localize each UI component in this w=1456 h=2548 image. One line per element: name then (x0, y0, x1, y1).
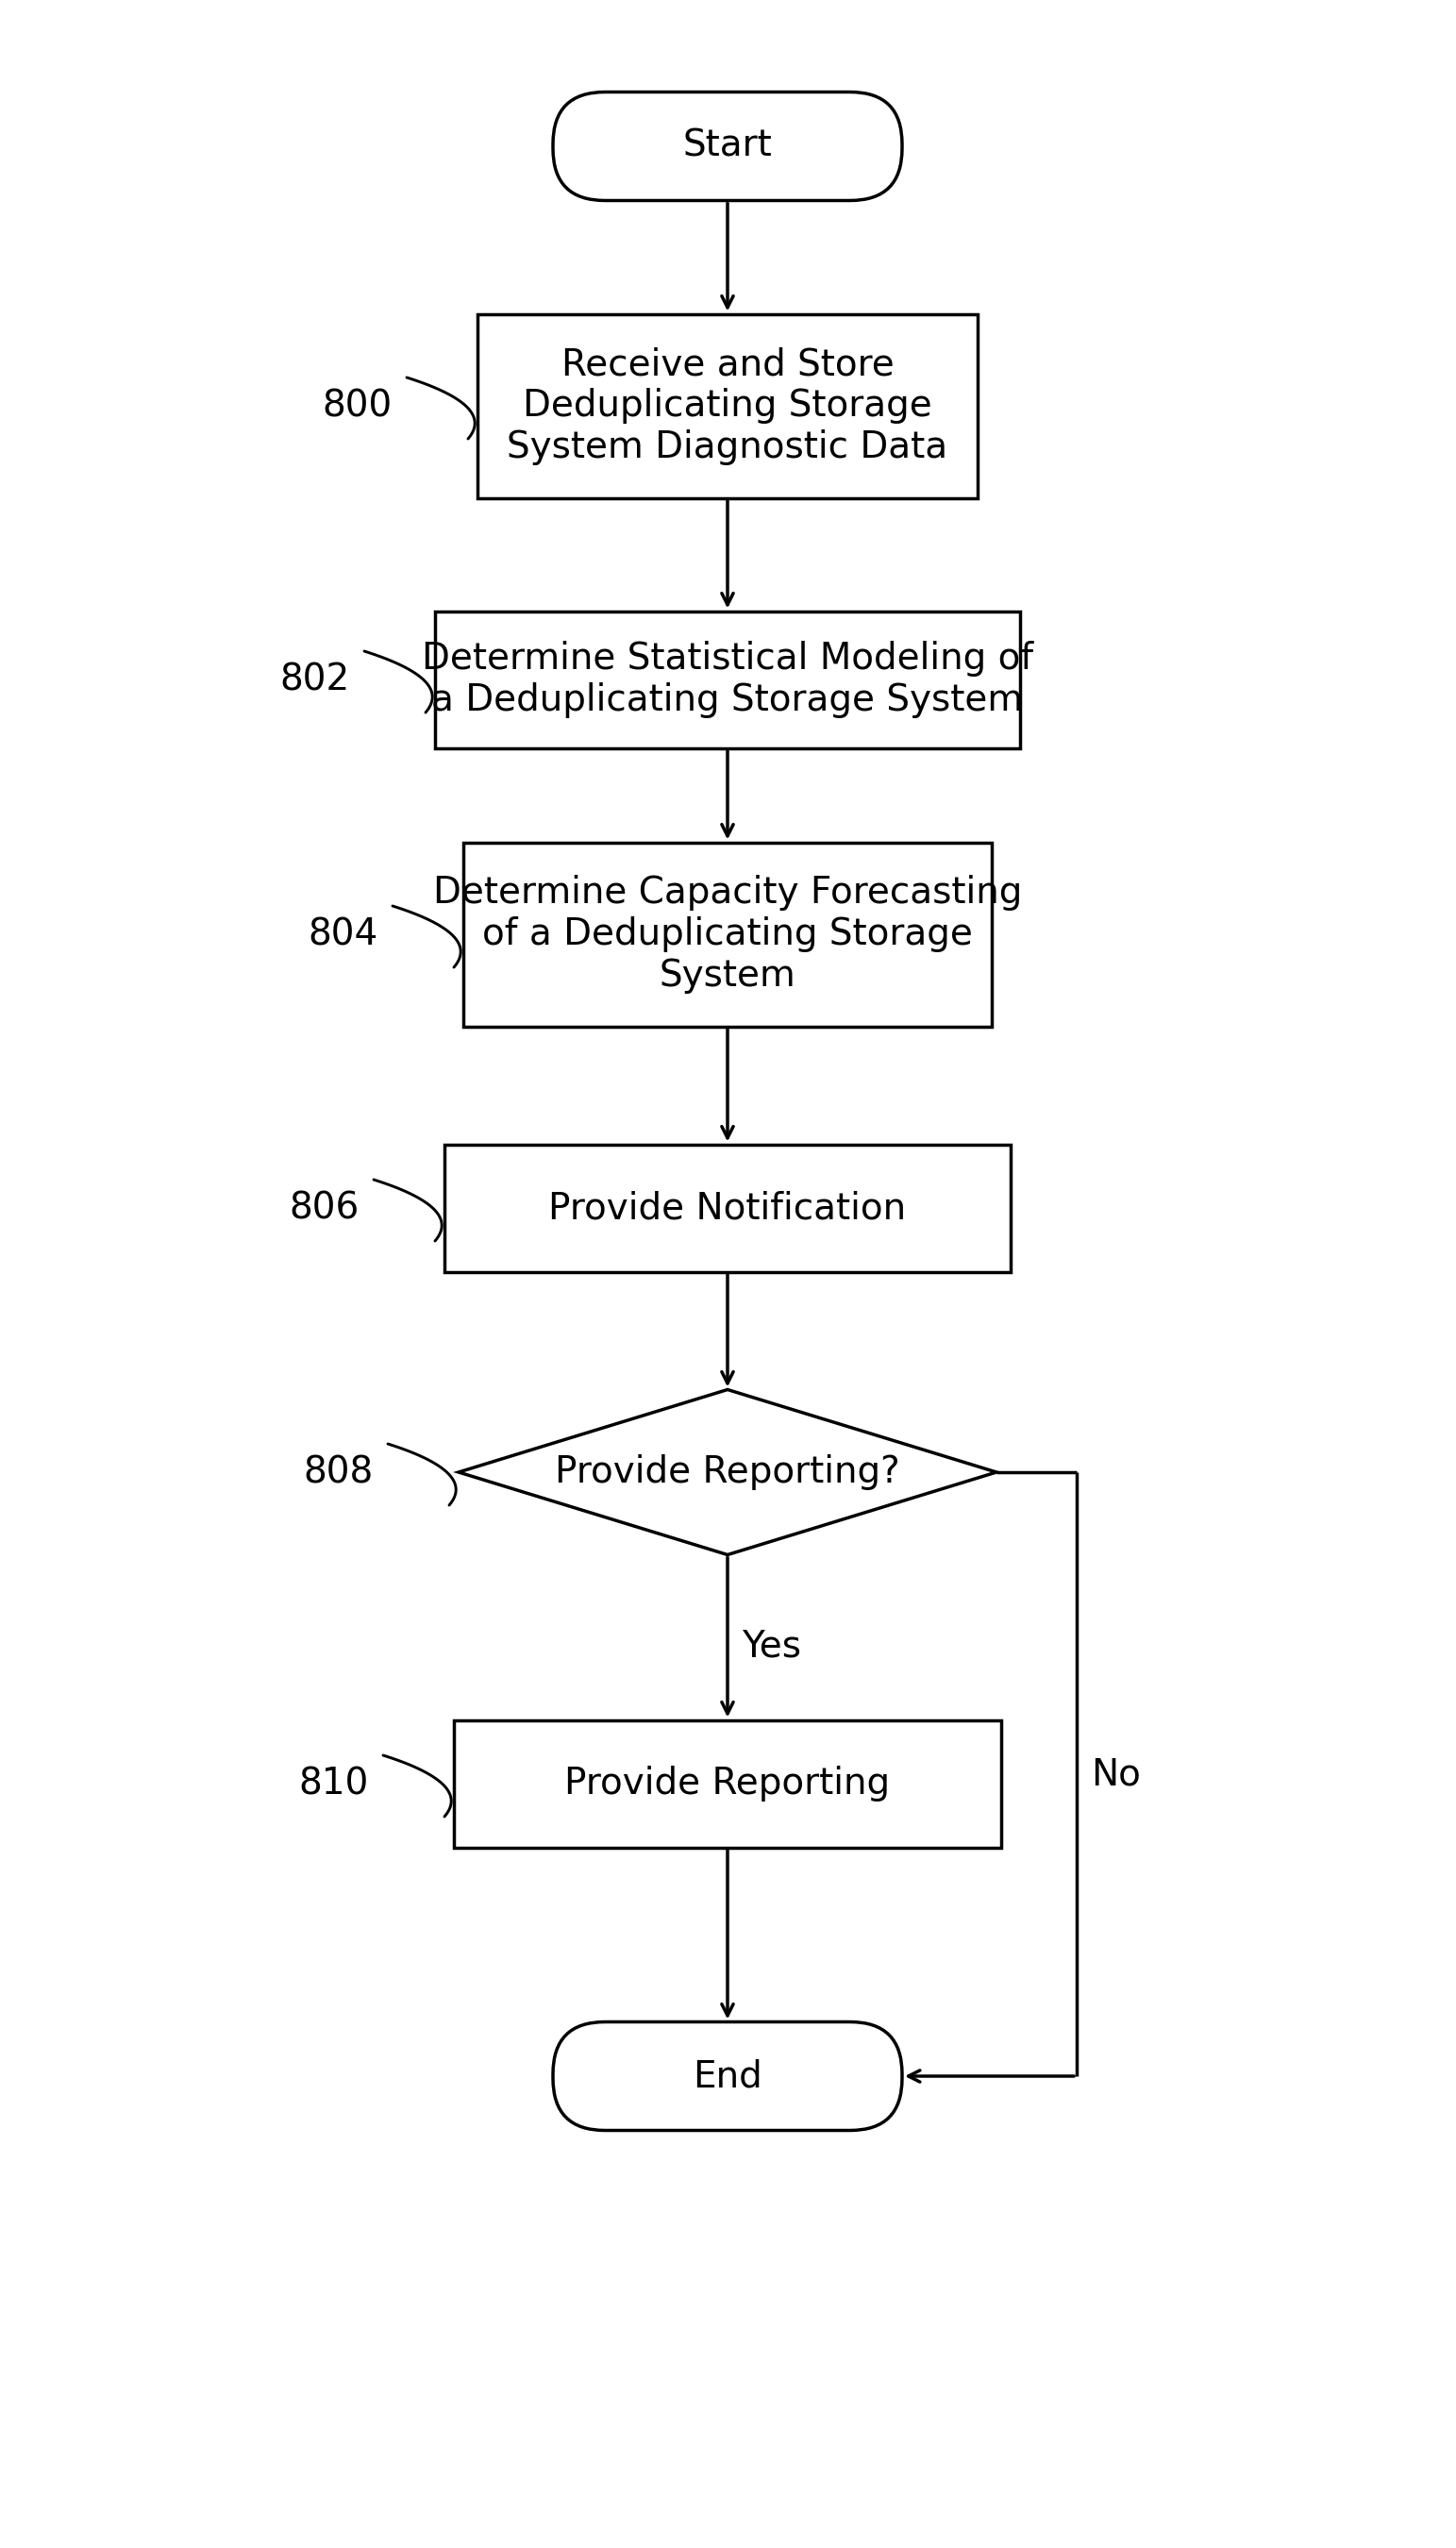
Bar (435, 612, 1021, 749)
Bar (444, 1144, 1010, 1271)
Text: Provide Reporting?: Provide Reporting? (555, 1455, 900, 1491)
Text: 804: 804 (309, 917, 379, 953)
FancyBboxPatch shape (553, 92, 903, 201)
Polygon shape (459, 1389, 996, 1554)
Text: 802: 802 (280, 662, 349, 698)
Text: 800: 800 (322, 387, 393, 423)
Text: Provide Reporting: Provide Reporting (565, 1766, 891, 1801)
Text: Receive and Store
Deduplicating Storage
System Diagnostic Data: Receive and Store Deduplicating Storage … (507, 347, 948, 466)
Text: No: No (1091, 1756, 1140, 1791)
Text: 810: 810 (298, 1766, 368, 1801)
Text: 806: 806 (290, 1190, 360, 1226)
Text: Yes: Yes (741, 1628, 801, 1664)
Text: Provide Notification: Provide Notification (549, 1190, 907, 1226)
FancyBboxPatch shape (553, 2023, 903, 2130)
Text: 808: 808 (304, 1455, 374, 1491)
Bar (478, 313, 977, 497)
Bar (454, 1720, 1002, 1847)
Text: End: End (693, 2059, 763, 2094)
Text: Determine Statistical Modeling of
a Deduplicating Storage System: Determine Statistical Modeling of a Dedu… (422, 640, 1034, 719)
Text: Start: Start (683, 127, 772, 163)
Bar (463, 843, 992, 1027)
Text: Determine Capacity Forecasting
of a Deduplicating Storage
System: Determine Capacity Forecasting of a Dedu… (432, 874, 1022, 994)
